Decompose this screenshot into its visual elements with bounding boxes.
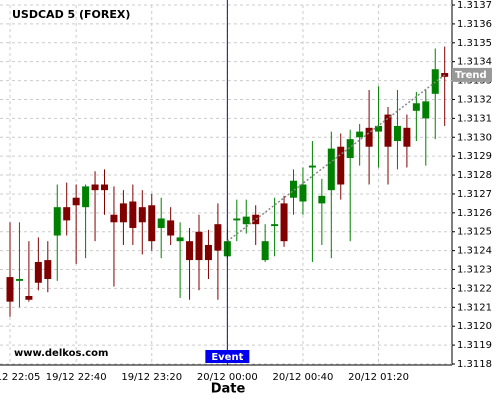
chart-title: USDCAD 5 (FOREX) [12,8,130,21]
candle-body [53,207,61,236]
plot-area [0,4,452,365]
y-tick-label: 1.3124 [457,246,492,257]
trend-label: Trend [455,70,487,81]
y-tick-label: 1.3135 [457,38,492,49]
candle-body [176,237,184,242]
candle-body [290,180,297,198]
candle-body [233,218,241,221]
candle-body [252,214,260,225]
candle-body [337,146,345,185]
x-tick-label: 19/12 23:20 [121,372,182,383]
candle-body [280,203,288,242]
candle-body [365,127,373,147]
candle-body [271,224,279,227]
y-tick-label: 1.3127 [457,189,492,200]
y-tick-label: 1.3123 [457,265,492,276]
candle-body [6,277,14,302]
y-tick-label: 1.3122 [457,283,492,294]
candle-body [34,261,42,283]
candle-body [110,214,118,223]
candle-body [346,139,354,159]
y-tick-label: 1.3125 [457,227,492,238]
y-tick-label: 1.3126 [457,208,492,219]
candle-body [148,205,156,242]
candle-body [138,207,146,223]
x-tick-label: 20/12 00:40 [273,372,334,383]
x-tick-label: 19/12 22:05 [0,372,40,383]
candle-body [157,218,165,228]
candle-body [308,165,316,168]
marks [6,0,449,365]
y-tick-label: 1.3132 [457,94,492,105]
y-tick-label: 1.3119 [457,340,492,351]
y-tick-label: 1.3131 [457,113,492,124]
candle-body [167,220,175,236]
event-label-box [205,350,250,363]
candle-body [261,241,269,261]
candle-body [91,184,99,191]
candle-body [15,278,23,281]
candle-body [299,184,307,202]
candle-body [82,186,90,208]
y-tick-label: 1.3137 [457,0,492,11]
y-tick-label: 1.3128 [457,170,492,181]
candle-body [431,69,439,94]
trend-label-box [452,67,492,82]
candle-body [63,207,71,221]
y-tick-label: 1.3118 [457,359,492,370]
candle-body [25,295,33,300]
candle-body [44,260,52,279]
candle-body [195,231,203,261]
candle-body [384,114,392,147]
candle-body [327,148,335,191]
candle-body [412,103,420,111]
candle-body [318,195,326,204]
candle-body [375,125,383,132]
y-tick-label: 1.3130 [457,132,492,143]
candle-body [72,197,80,206]
y-tick-label: 1.3129 [457,151,492,162]
event-label: Event [211,352,243,363]
candle-body [242,216,250,225]
candle-body [422,101,430,119]
y-tick-label: 1.3134 [457,57,492,68]
watermark: www.delkos.com [14,348,108,359]
candle-body [393,125,401,142]
candle-body [204,244,212,261]
labels: 1.3118 1.3119 1.3120 1.3121 1.3122 1.3123 1.31… [0,0,492,383]
candle-body [356,131,364,138]
candle-body [119,203,127,223]
candle-body [129,201,137,228]
candle-body [101,184,108,191]
candle-body [403,127,411,147]
x-tick-label: 20/12 00:00 [197,372,258,383]
y-tick-label: 1.3121 [457,302,492,313]
x-tick-label: 20/12 01:20 [348,372,409,383]
y-tick-label: 1.3120 [457,321,492,332]
trend-line [226,74,446,242]
candle-body [441,73,449,77]
y-tick-label: 1.3136 [457,19,492,30]
candle-body [214,224,222,251]
x-axis-label: Date [211,382,246,397]
candle-body [186,241,194,261]
x-tick-label: 19/12 22:40 [46,372,107,383]
